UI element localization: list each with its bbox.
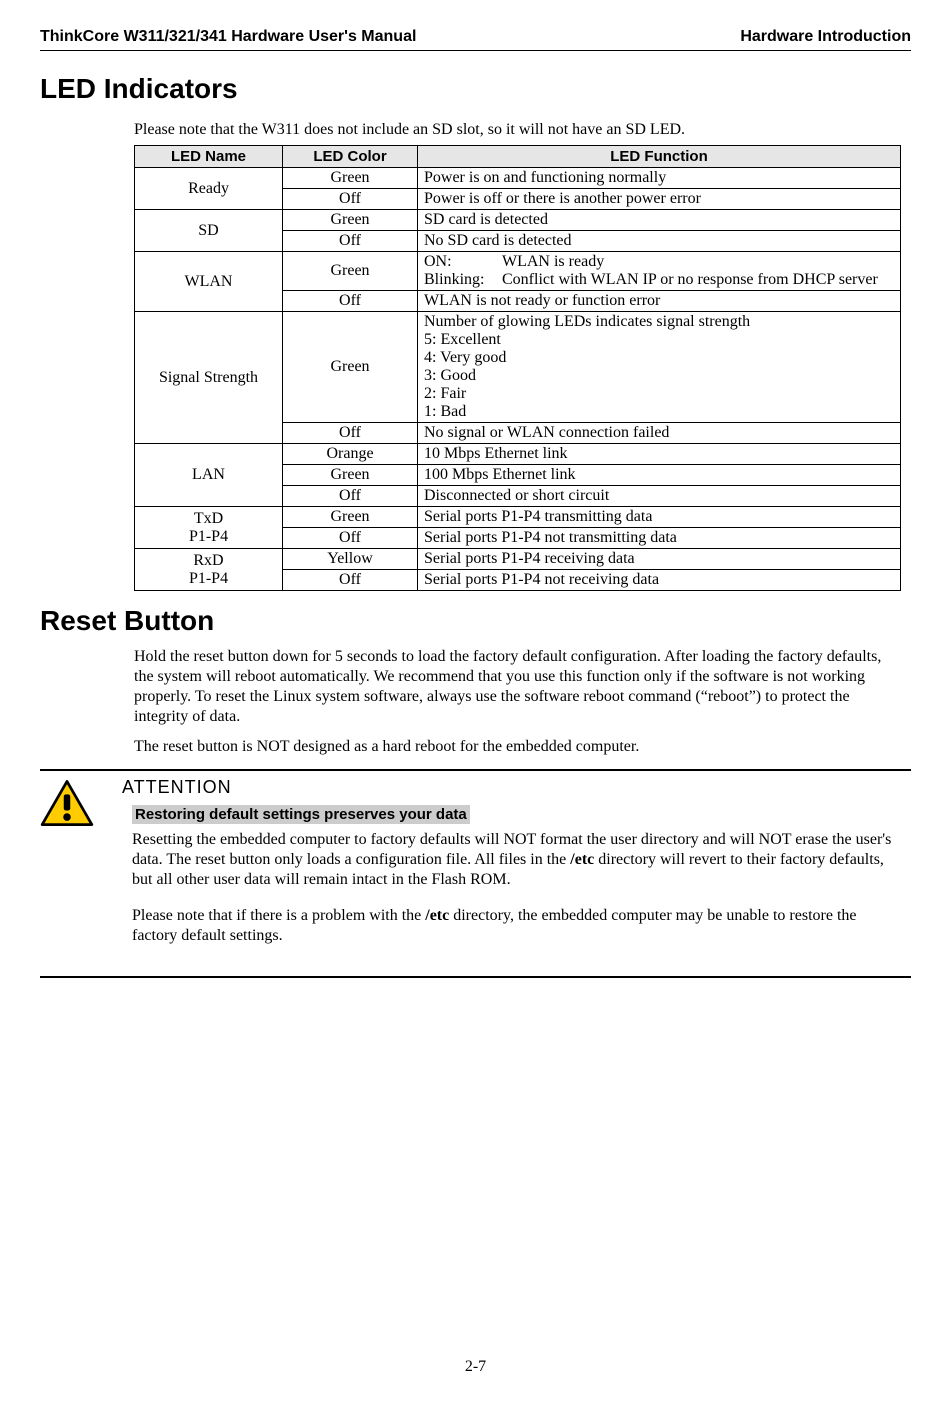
cell-lan-color1: Orange [283, 444, 418, 465]
cell-signal-func2: No signal or WLAN connection failed [418, 423, 901, 444]
cell-wlan-color1: Green [283, 252, 418, 291]
cell-signal-color2: Off [283, 423, 418, 444]
cell-ready-color2: Off [283, 189, 418, 210]
wlan-blink-label: Blinking: [424, 271, 502, 289]
cell-wlan-name: WLAN [135, 252, 283, 312]
rxd-line2: P1-P4 [189, 570, 228, 587]
cell-rxd-color1: Yellow [283, 549, 418, 570]
cell-txd-color2: Off [283, 528, 418, 549]
cell-signal-name: Signal Strength [135, 312, 283, 444]
cell-txd-name: TxD P1-P4 [135, 507, 283, 549]
cell-lan-color2: Green [283, 465, 418, 486]
cell-sd-func1: SD card is detected [418, 210, 901, 231]
reset-para1: Hold the reset button down for 5 seconds… [134, 647, 901, 727]
led-intro: Please note that the W311 does not inclu… [134, 121, 901, 139]
cell-ready-name: Ready [135, 168, 283, 210]
cell-txd-func1: Serial ports P1-P4 transmitting data [418, 507, 901, 528]
cell-txd-color1: Green [283, 507, 418, 528]
cell-sd-color1: Green [283, 210, 418, 231]
cell-lan-name: LAN [135, 444, 283, 507]
table-row: Signal Strength Green Number of glowing … [135, 312, 901, 423]
table-header-row: LED Name LED Color LED Function [135, 146, 901, 168]
cell-txd-func2: Serial ports P1-P4 not transmitting data [418, 528, 901, 549]
cell-rxd-name: RxD P1-P4 [135, 549, 283, 591]
table-row: LAN Orange 10 Mbps Ethernet link [135, 444, 901, 465]
cell-rxd-color2: Off [283, 570, 418, 591]
cell-sd-color2: Off [283, 231, 418, 252]
cell-wlan-color2: Off [283, 291, 418, 312]
signal-l1: 5: Excellent [424, 331, 894, 349]
cell-wlan-func2: WLAN is not ready or function error [418, 291, 901, 312]
cell-sd-func2: No SD card is detected [418, 231, 901, 252]
cell-lan-func1: 10 Mbps Ethernet link [418, 444, 901, 465]
th-led-function: LED Function [418, 146, 901, 168]
etc-bold-1: /etc [570, 851, 594, 868]
attention-label: ATTENTION [102, 777, 911, 798]
attention-icon [40, 777, 102, 962]
cell-rxd-func1: Serial ports P1-P4 receiving data [418, 549, 901, 570]
signal-l4: 2: Fair [424, 385, 894, 403]
th-led-name: LED Name [135, 146, 283, 168]
section-led-indicators-title: LED Indicators [40, 73, 911, 105]
cell-lan-func3: Disconnected or short circuit [418, 486, 901, 507]
table-row: Ready Green Power is on and functioning … [135, 168, 901, 189]
wlan-blink-text: Conflict with WLAN IP or no response fro… [502, 271, 894, 289]
cell-ready-func1: Power is on and functioning normally [418, 168, 901, 189]
cell-sd-name: SD [135, 210, 283, 252]
signal-l5: 1: Bad [424, 403, 894, 421]
signal-l0: Number of glowing LEDs indicates signal … [424, 313, 894, 331]
signal-l3: 3: Good [424, 367, 894, 385]
page-header: ThinkCore W311/321/341 Hardware User's M… [40, 28, 911, 51]
attention-para1: Resetting the embedded computer to facto… [132, 830, 901, 890]
wlan-on-text: WLAN is ready [502, 253, 894, 271]
th-led-color: LED Color [283, 146, 418, 168]
rxd-line1: RxD [193, 552, 223, 569]
cell-lan-func2: 100 Mbps Ethernet link [418, 465, 901, 486]
cell-ready-func2: Power is off or there is another power e… [418, 189, 901, 210]
header-right: Hardware Introduction [740, 28, 911, 46]
cell-signal-func1: Number of glowing LEDs indicates signal … [418, 312, 901, 423]
table-row: SD Green SD card is detected [135, 210, 901, 231]
wlan-on-label: ON: [424, 253, 502, 271]
attention-para2-a: Please note that if there is a problem w… [132, 907, 425, 924]
table-row: WLAN Green ON: WLAN is ready Blinking: C… [135, 252, 901, 291]
txd-line1: TxD [194, 510, 223, 527]
signal-l2: 4: Very good [424, 349, 894, 367]
page-number: 2-7 [0, 1358, 951, 1376]
cell-ready-color1: Green [283, 168, 418, 189]
cell-signal-color1: Green [283, 312, 418, 423]
reset-para2: The reset button is NOT designed as a ha… [134, 737, 901, 757]
txd-line2: P1-P4 [189, 528, 228, 545]
table-row: RxD P1-P4 Yellow Serial ports P1-P4 rece… [135, 549, 901, 570]
attention-subtitle: Restoring default settings preserves you… [132, 805, 470, 824]
cell-lan-color3: Off [283, 486, 418, 507]
table-row: TxD P1-P4 Green Serial ports P1-P4 trans… [135, 507, 901, 528]
attention-para2: Please note that if there is a problem w… [132, 906, 901, 946]
header-left: ThinkCore W311/321/341 Hardware User's M… [40, 28, 416, 46]
cell-wlan-func1: ON: WLAN is ready Blinking: Conflict wit… [418, 252, 901, 291]
attention-box: ATTENTION Restoring default settings pre… [40, 769, 911, 978]
section-reset-button-title: Reset Button [40, 605, 911, 637]
led-table: LED Name LED Color LED Function Ready Gr… [134, 145, 901, 591]
cell-rxd-func2: Serial ports P1-P4 not receiving data [418, 570, 901, 591]
etc-bold-2: /etc [425, 907, 449, 924]
